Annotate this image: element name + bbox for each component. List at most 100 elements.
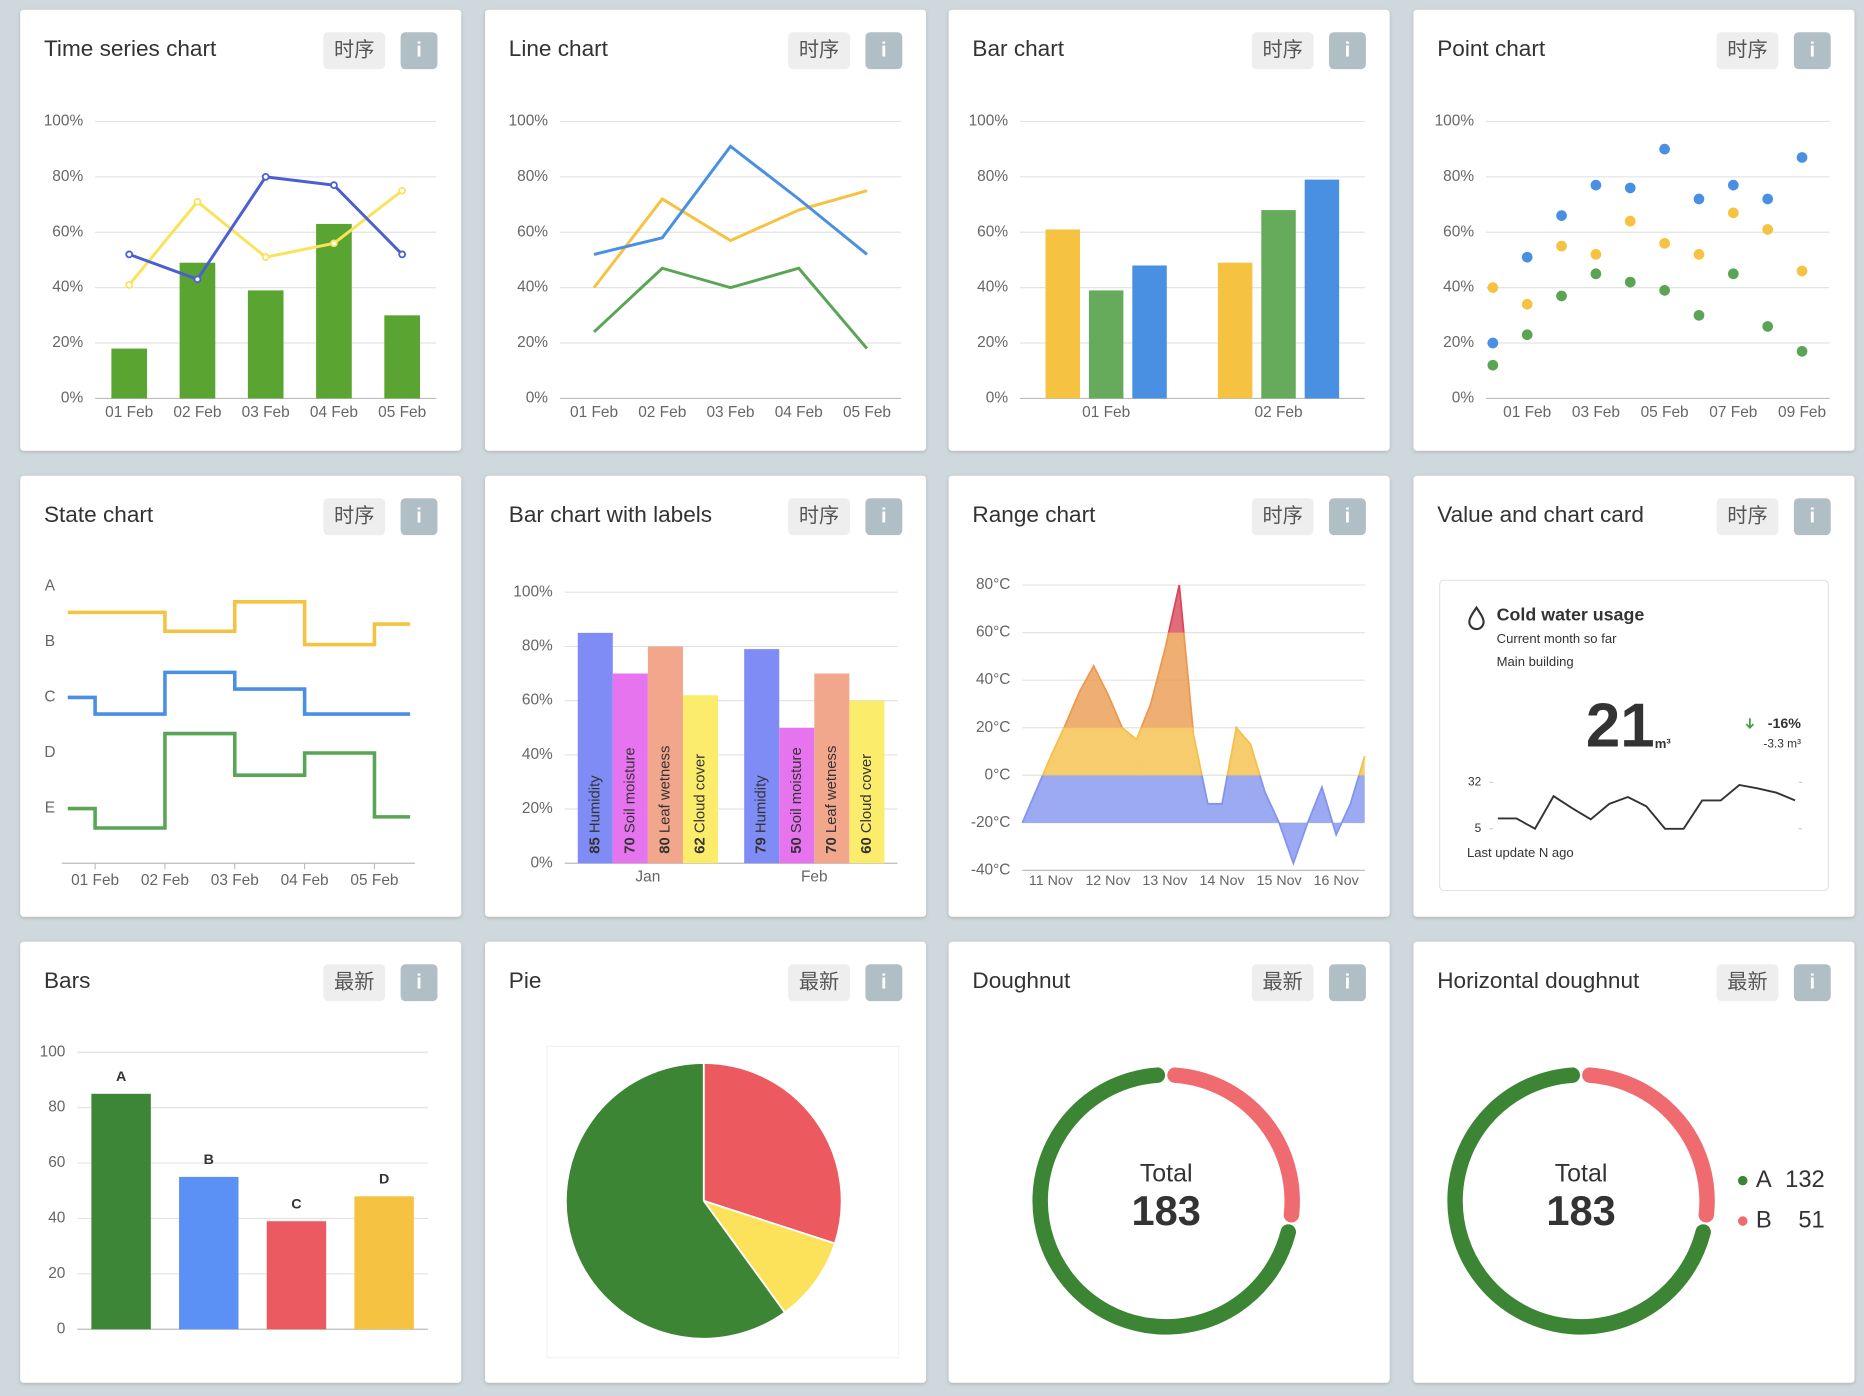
info-button[interactable] — [400, 498, 438, 536]
badge[interactable]: 时序 — [799, 39, 839, 62]
info-button[interactable] — [1329, 964, 1366, 1002]
badge-background[interactable] — [788, 32, 850, 70]
badge[interactable]: 时序 — [1727, 505, 1767, 528]
y-tick-label: 20°C — [976, 719, 1011, 736]
info-button[interactable] — [1793, 964, 1831, 1002]
info-label[interactable]: i — [1809, 972, 1815, 994]
badge-background[interactable] — [1716, 32, 1779, 70]
bar-label-value: 62 — [692, 837, 708, 854]
info-label[interactable]: i — [416, 506, 422, 528]
bar-label: 70 Soil moisture — [622, 747, 638, 853]
card: Pie 最新 i — [485, 941, 927, 1383]
badge[interactable]: 时序 — [1262, 39, 1302, 62]
y-tick-label: 100 — [40, 1043, 66, 1060]
x-tick-label: 01 Feb — [570, 404, 618, 421]
y-tick-label: 40 — [48, 1210, 65, 1227]
bar — [384, 315, 420, 399]
bar — [814, 673, 850, 864]
line-marker — [193, 197, 202, 206]
card-title: Time series chart — [44, 36, 217, 61]
badge-background[interactable] — [1251, 964, 1314, 1002]
y-tick-label: 40°C — [976, 671, 1011, 688]
badge-background[interactable] — [1716, 498, 1779, 536]
y-tick-label: 40% — [517, 279, 548, 296]
bar — [179, 1176, 239, 1330]
info-button[interactable] — [1793, 498, 1831, 536]
info-label[interactable]: i — [881, 506, 887, 528]
info-button[interactable] — [865, 32, 903, 70]
stat-footer: Last update N ago — [1467, 845, 1574, 860]
badge[interactable]: 时序 — [334, 505, 374, 528]
bar — [1088, 290, 1124, 399]
info-button[interactable] — [1793, 32, 1831, 70]
badge[interactable]: 最新 — [1262, 971, 1302, 994]
badge-background[interactable] — [788, 964, 850, 1002]
badge-background[interactable] — [788, 498, 850, 536]
bar-category-label: A — [116, 1069, 126, 1085]
bar — [744, 649, 780, 864]
badge-background[interactable] — [323, 32, 386, 70]
doughnut-segment — [1447, 1067, 1711, 1335]
total-label: Total — [1555, 1159, 1608, 1187]
info-label[interactable]: i — [416, 40, 422, 62]
badge[interactable]: 时序 — [1262, 505, 1302, 528]
info-label[interactable]: i — [881, 972, 887, 994]
badge[interactable]: 时序 — [334, 39, 374, 62]
badge[interactable]: 时序 — [799, 505, 839, 528]
bar-category-label: B — [204, 1152, 214, 1168]
stat-name: Cold water usage — [1497, 605, 1645, 625]
bar — [354, 1196, 414, 1330]
info-label[interactable]: i — [1345, 506, 1351, 528]
state-line — [67, 731, 411, 830]
point — [1762, 193, 1774, 205]
y-tick-label: 0% — [986, 390, 1009, 407]
down-arrow — [1745, 718, 1755, 729]
x-tick-label: 05 Feb — [843, 404, 891, 421]
badge-background[interactable] — [1251, 32, 1314, 70]
badge[interactable]: 最新 — [334, 971, 374, 994]
info-label[interactable]: i — [1345, 972, 1351, 994]
bar-label: 85 Humidity — [587, 775, 603, 854]
point — [1521, 298, 1533, 310]
card-title: Value and chart card — [1437, 502, 1644, 527]
area — [1022, 585, 1365, 864]
info-label[interactable]: i — [1809, 506, 1815, 528]
y-tick-label: 60% — [1443, 223, 1474, 240]
info-label[interactable]: i — [1809, 40, 1815, 62]
info-label[interactable]: i — [1345, 40, 1351, 62]
y-tick-label: 20% — [977, 334, 1008, 351]
badge-background[interactable] — [323, 498, 386, 536]
badge[interactable]: 最新 — [799, 971, 839, 994]
pie-slice — [701, 1199, 837, 1314]
badge-background[interactable] — [1716, 964, 1779, 1002]
info-button[interactable] — [400, 32, 438, 70]
x-tick-label: 03 Feb — [1572, 404, 1620, 421]
point — [1521, 251, 1533, 263]
info-button[interactable] — [1329, 32, 1366, 70]
x-tick-label: 07 Feb — [1709, 404, 1757, 421]
badge-background[interactable] — [323, 964, 386, 1002]
x-tick-label: 03 Feb — [242, 404, 290, 421]
bar — [647, 646, 683, 864]
y-tick-label: 0% — [526, 390, 549, 407]
x-tick-label: 04 Feb — [281, 872, 329, 889]
badge[interactable]: 最新 — [1727, 971, 1767, 994]
x-tick-label: 04 Feb — [310, 404, 358, 421]
line-marker — [125, 281, 134, 289]
info-button[interactable] — [865, 964, 903, 1002]
line — [592, 189, 868, 289]
info-label[interactable]: i — [881, 40, 887, 62]
total-label: Total — [1140, 1159, 1193, 1187]
bar-label-value: 70 — [824, 837, 840, 854]
point — [1727, 207, 1739, 219]
info-button[interactable] — [400, 964, 438, 1002]
legend-value: 132 — [1785, 1166, 1825, 1193]
bar — [111, 348, 148, 399]
badge[interactable]: 时序 — [1727, 39, 1767, 62]
info-button[interactable] — [1329, 498, 1366, 536]
y-tick-label: 80°C — [976, 576, 1011, 593]
info-button[interactable] — [865, 498, 903, 536]
info-label[interactable]: i — [416, 972, 422, 994]
point — [1556, 210, 1567, 221]
badge-background[interactable] — [1251, 498, 1314, 536]
